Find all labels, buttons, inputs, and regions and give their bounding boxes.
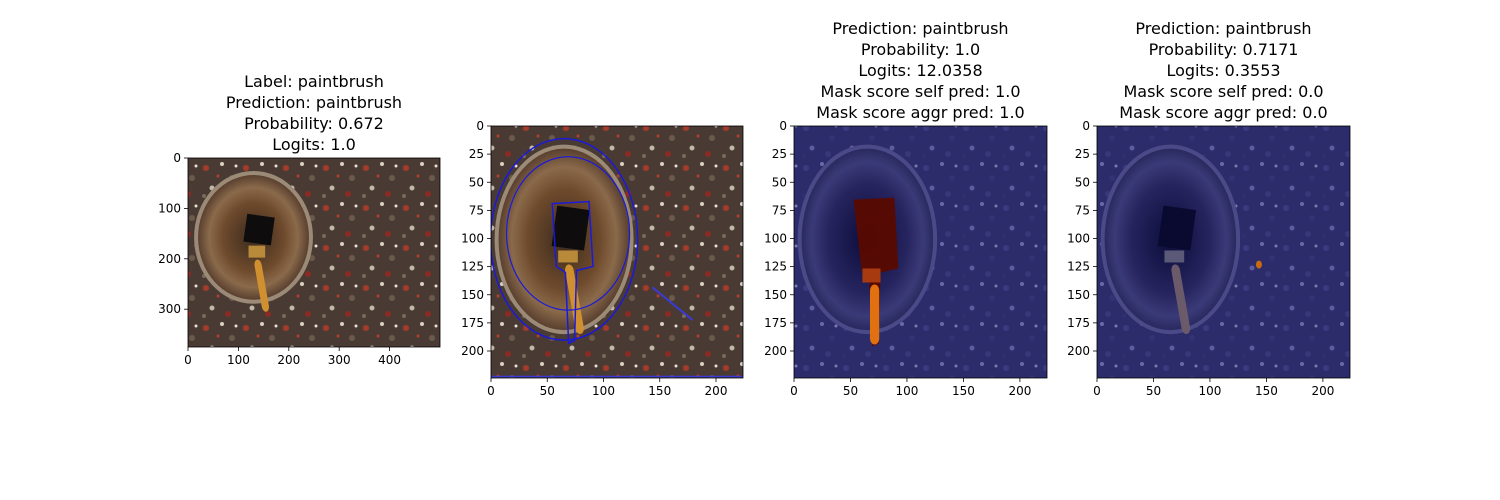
y-tick-label: 0 bbox=[476, 119, 484, 133]
panel-title-line: Mask score self pred: 1.0 bbox=[820, 82, 1020, 101]
y-tick-label: 300 bbox=[158, 302, 181, 316]
panel-title-line: Logits: 1.0 bbox=[272, 135, 356, 154]
y-tick-label: 175 bbox=[764, 316, 787, 330]
brush-head bbox=[552, 206, 590, 251]
x-tick-label: 0 bbox=[1093, 384, 1101, 398]
x-tick-label: 50 bbox=[1146, 384, 1161, 398]
y-tick-label: 125 bbox=[1067, 260, 1090, 274]
x-tick-label: 150 bbox=[1255, 384, 1278, 398]
x-tick-label: 100 bbox=[227, 353, 250, 367]
panel-image bbox=[1097, 126, 1350, 378]
y-tick-label: 175 bbox=[461, 316, 484, 330]
mask-handle bbox=[870, 284, 879, 344]
y-tick-label: 150 bbox=[461, 288, 484, 302]
y-tick-label: 100 bbox=[764, 232, 787, 246]
y-tick-label: 175 bbox=[1067, 316, 1090, 330]
x-tick-label: 0 bbox=[487, 384, 495, 398]
mask-ferrule bbox=[862, 268, 880, 282]
mask-dot bbox=[1256, 261, 1262, 269]
x-tick-label: 100 bbox=[592, 384, 615, 398]
panel-title-line: Logits: 12.0358 bbox=[858, 61, 982, 80]
panel-title-line: Mask score self pred: 0.0 bbox=[1123, 82, 1323, 101]
y-tick-label: 50 bbox=[1075, 175, 1090, 189]
y-tick-label: 200 bbox=[1067, 344, 1090, 358]
y-tick-label: 25 bbox=[469, 147, 484, 161]
y-tick-label: 100 bbox=[1067, 232, 1090, 246]
panel-title-line: Label: paintbrush bbox=[244, 72, 384, 91]
brush-head bbox=[243, 214, 274, 246]
x-tick-label: 150 bbox=[952, 384, 975, 398]
x-tick-label: 50 bbox=[540, 384, 555, 398]
y-tick-label: 125 bbox=[764, 260, 787, 274]
y-tick-label: 200 bbox=[461, 344, 484, 358]
panel-title-line: Probability: 0.7171 bbox=[1149, 40, 1299, 59]
y-tick-label: 50 bbox=[469, 175, 484, 189]
panel-title-line: Prediction: paintbrush bbox=[1135, 19, 1311, 38]
x-tick-label: 0 bbox=[790, 384, 798, 398]
panel-2: 0 50 100 150 200 0 25 50 75 100 125 150 175 200 bbox=[461, 119, 743, 398]
x-tick-label: 100 bbox=[895, 384, 918, 398]
y-tick-label: 200 bbox=[158, 252, 181, 266]
brush-head bbox=[1158, 206, 1196, 251]
y-tick-label: 0 bbox=[1082, 119, 1090, 133]
x-tick-label: 200 bbox=[705, 384, 728, 398]
x-tick-label: 0 bbox=[184, 353, 192, 367]
x-tick-label: 200 bbox=[1311, 384, 1334, 398]
y-tick-label: 150 bbox=[764, 288, 787, 302]
x-tick-label: 300 bbox=[328, 353, 351, 367]
y-tick-label: 75 bbox=[469, 203, 484, 217]
panel-title-line: Prediction: paintbrush bbox=[226, 93, 402, 112]
brush-ferrule bbox=[249, 246, 266, 258]
y-tick-label: 100 bbox=[461, 232, 484, 246]
y-tick-label: 0 bbox=[779, 119, 787, 133]
x-tick-label: 200 bbox=[1008, 384, 1031, 398]
y-tick-label: 25 bbox=[1075, 147, 1090, 161]
panel-1: 0 100 200 300 400 0 100 200 300 Label: paintbrush… bbox=[158, 72, 440, 367]
panel-title-line: Prediction: paintbrush bbox=[832, 19, 1008, 38]
x-tick-label: 200 bbox=[277, 353, 300, 367]
y-tick-label: 150 bbox=[1067, 288, 1090, 302]
x-tick-label: 50 bbox=[843, 384, 858, 398]
panel-title-line: Mask score aggr pred: 1.0 bbox=[816, 103, 1024, 122]
panel-image bbox=[794, 126, 1047, 378]
panel-image bbox=[188, 158, 440, 347]
brush-ferrule bbox=[558, 250, 578, 262]
panel-title-line: Logits: 0.3553 bbox=[1166, 61, 1280, 80]
y-tick-label: 75 bbox=[772, 203, 787, 217]
x-tick-label: 400 bbox=[378, 353, 401, 367]
x-tick-label: 100 bbox=[1198, 384, 1221, 398]
y-tick-label: 75 bbox=[1075, 203, 1090, 217]
y-tick-label: 25 bbox=[772, 147, 787, 161]
y-tick-label: 100 bbox=[158, 201, 181, 215]
x-tick-label: 150 bbox=[648, 384, 671, 398]
panel-image bbox=[491, 126, 743, 378]
y-tick-label: 125 bbox=[461, 260, 484, 274]
panel-title-line: Mask score aggr pred: 0.0 bbox=[1119, 103, 1327, 122]
panel-title-line: Probability: 0.672 bbox=[244, 114, 384, 133]
brush-ferrule bbox=[1164, 250, 1184, 262]
y-tick-label: 50 bbox=[772, 175, 787, 189]
panel-4: 0 50 100 150 200 0 25 50 75 100 125 150 175 200 Predic… bbox=[1067, 19, 1350, 398]
y-tick-label: 200 bbox=[764, 344, 787, 358]
panel-3: 0 50 100 150 200 0 25 50 75 100 125 150 175 200 Predic… bbox=[764, 19, 1047, 398]
y-tick-label: 0 bbox=[173, 151, 181, 165]
panel-title-line: Probability: 1.0 bbox=[861, 40, 980, 59]
